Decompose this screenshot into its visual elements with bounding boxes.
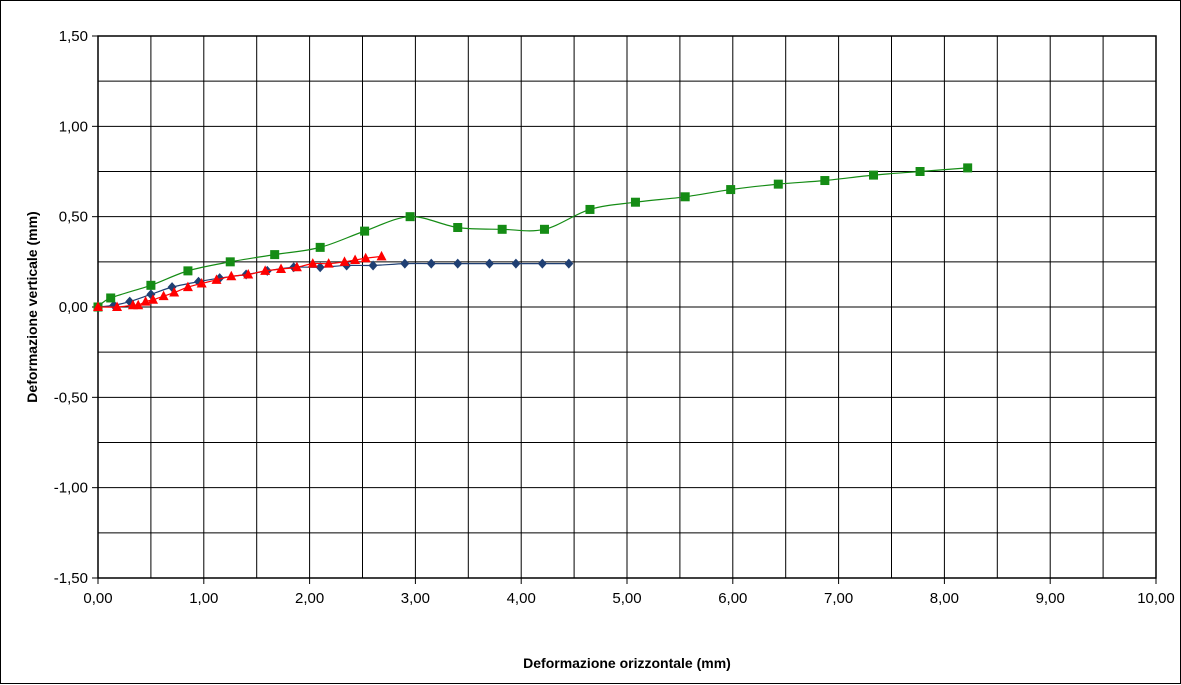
data-point — [426, 258, 436, 269]
data-point — [106, 293, 116, 303]
data-point — [453, 258, 463, 269]
data-point — [360, 226, 370, 236]
y-tick-label: 1,00 — [59, 118, 88, 135]
data-point — [537, 258, 547, 269]
y-tick-label: 1,50 — [59, 28, 88, 45]
data-point — [915, 167, 925, 176]
data-point — [307, 258, 318, 268]
tick-labels: 0,00 1,00 2,00 3,00 4,00 5,00 6,00 7,00 8,00 9,00… — [54, 28, 1175, 607]
data-point — [183, 266, 193, 276]
data-point — [323, 258, 334, 268]
series-line — [97, 167, 968, 308]
x-tick-label: 8,00 — [930, 590, 959, 607]
data-point — [376, 250, 387, 261]
series-diamond — [93, 258, 574, 312]
data-point — [225, 257, 235, 267]
data-point — [158, 290, 169, 301]
data-point — [291, 261, 302, 272]
data-point — [963, 163, 973, 173]
data-point — [133, 299, 144, 310]
data-point — [630, 197, 640, 207]
data-point — [497, 224, 507, 234]
data-point — [169, 287, 180, 297]
data-point — [260, 265, 271, 275]
data-point — [243, 268, 254, 279]
series-line — [97, 255, 382, 308]
data-point — [339, 256, 350, 266]
data-point — [226, 270, 237, 281]
x-tick-label: 10,00 — [1137, 590, 1175, 607]
series-line — [97, 262, 569, 308]
y-tick-label: -1,00 — [54, 480, 88, 497]
data-point — [585, 204, 595, 214]
data-point — [146, 280, 156, 290]
x-tick-label: 0,00 — [83, 590, 112, 607]
x-tick-label: 1,00 — [189, 590, 218, 607]
data-point — [773, 179, 783, 189]
data-point — [820, 176, 830, 186]
data-point — [484, 258, 494, 269]
data-point — [140, 296, 151, 306]
grid — [98, 36, 1156, 578]
series-layer — [93, 163, 973, 312]
y-axis-title: Deformazione verticale (mm) — [24, 211, 40, 402]
axes — [92, 35, 1157, 584]
data-point — [211, 274, 222, 284]
data-point — [400, 258, 410, 269]
data-point — [196, 278, 207, 288]
y-tick-label: 0,00 — [59, 299, 88, 316]
y-tick-label: -1,50 — [54, 570, 88, 587]
data-point — [93, 301, 103, 311]
data-point — [315, 242, 325, 252]
data-point — [405, 212, 415, 222]
data-point — [564, 258, 574, 269]
x-tick-label: 3,00 — [401, 590, 430, 607]
data-point — [350, 254, 361, 265]
data-point — [360, 252, 371, 263]
data-point — [368, 260, 378, 271]
data-point — [315, 262, 325, 273]
x-axis-title: Deformazione orizzontale (mm) — [523, 655, 731, 671]
data-point — [270, 250, 280, 260]
x-tick-label: 5,00 — [612, 590, 641, 607]
y-tick-label: -0,50 — [54, 389, 88, 406]
data-point — [511, 258, 521, 269]
x-tick-label: 4,00 — [507, 590, 536, 607]
x-tick-label: 2,00 — [295, 590, 324, 607]
data-point — [680, 192, 690, 202]
data-point — [112, 301, 123, 311]
data-point — [453, 223, 463, 233]
series-triangle — [93, 250, 387, 311]
x-tick-label: 9,00 — [1036, 590, 1065, 607]
x-tick-label: 7,00 — [824, 590, 853, 607]
data-point — [726, 185, 736, 195]
data-point — [869, 170, 879, 180]
x-tick-label: 6,00 — [718, 590, 747, 607]
data-point — [539, 224, 549, 234]
data-point — [276, 263, 287, 274]
y-tick-label: 0,50 — [59, 209, 88, 226]
data-point — [182, 281, 193, 292]
series-square — [93, 163, 973, 312]
data-point — [148, 294, 159, 304]
